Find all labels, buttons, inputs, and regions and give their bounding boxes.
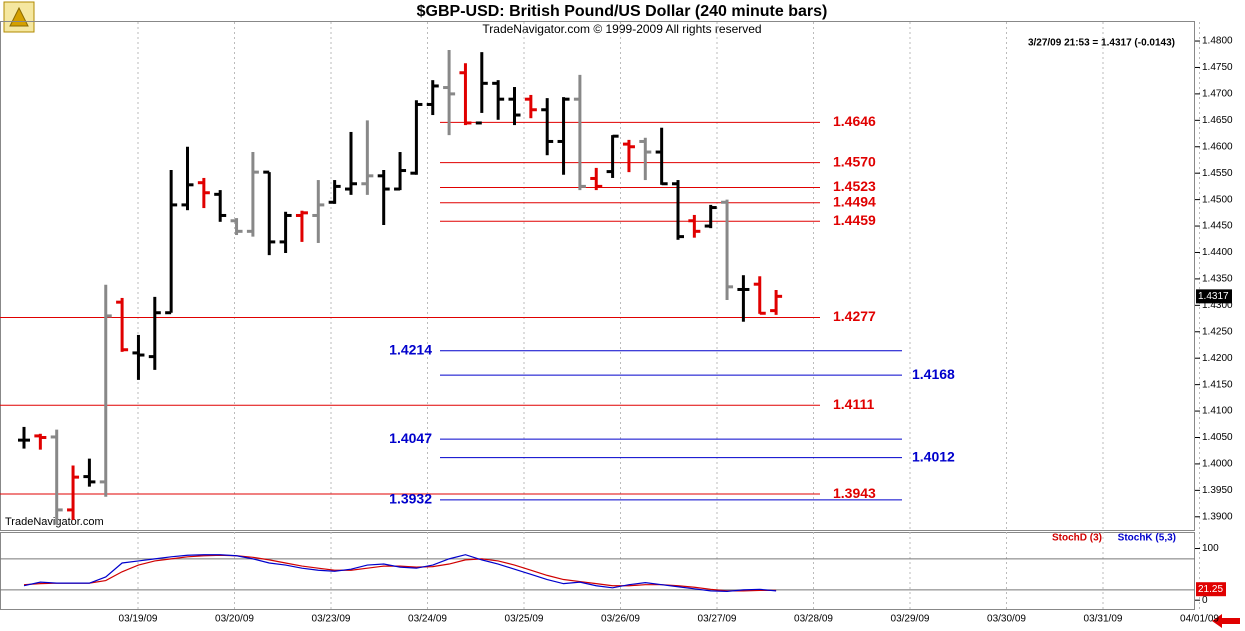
x-tick-label: 03/23/09 <box>312 614 351 625</box>
last-price-box <box>1196 289 1232 304</box>
red-level-label: 1.4646 <box>833 113 876 129</box>
y-tick-label: 1.4750 <box>1202 62 1233 73</box>
legend-entry: StochD (3) <box>1052 533 1102 544</box>
stoch-tick-label: 0 <box>1202 595 1208 606</box>
watermark: TradeNavigator.com <box>5 516 104 528</box>
y-tick-label: 1.4250 <box>1202 326 1233 337</box>
scroll-arrow[interactable] <box>1212 614 1240 628</box>
x-tick-label: 03/30/09 <box>987 614 1026 625</box>
y-tick-label: 1.4300 <box>1202 300 1233 311</box>
red-level-label: 1.4523 <box>833 178 876 194</box>
x-tick-label: 03/29/09 <box>891 614 930 625</box>
y-tick-label: 1.4800 <box>1202 36 1233 47</box>
stoch-panel <box>0 532 1195 610</box>
y-tick-label: 1.4200 <box>1202 353 1233 364</box>
y-tick-label: 1.3900 <box>1202 511 1233 522</box>
stoch-tick-label: 100 <box>1202 543 1219 554</box>
y-tick-label: 1.4700 <box>1202 89 1233 100</box>
y-tick-label: 1.4050 <box>1202 432 1233 443</box>
y-tick-label: 1.4650 <box>1202 115 1233 126</box>
price-panel <box>0 21 1195 531</box>
blue-level-label: 1.4168 <box>912 366 955 382</box>
y-tick-label: 1.4150 <box>1202 379 1233 390</box>
y-tick-label: 1.4100 <box>1202 406 1233 417</box>
stoch-line <box>23 554 777 593</box>
stoch-line <box>23 554 777 592</box>
x-tick-label: 04/01/09 <box>1180 614 1219 625</box>
y-tick-label: 1.4550 <box>1202 168 1233 179</box>
logo-icon <box>3 1 35 33</box>
x-tick-label: 03/27/09 <box>698 614 737 625</box>
red-level-label: 1.4277 <box>833 308 876 324</box>
x-tick-label: 03/31/09 <box>1084 614 1123 625</box>
quote-label: 3/27/09 21:53 = 1.4317 (-0.0143) <box>1028 38 1175 49</box>
blue-level-label: 1.4012 <box>912 448 955 464</box>
red-level-label: 1.4494 <box>833 193 876 209</box>
x-tick-label: 03/26/09 <box>601 614 640 625</box>
legend-entry: StochK (5,3) <box>1118 533 1176 544</box>
last-price-label: 1.4317 <box>1198 291 1229 302</box>
x-tick-label: 03/24/09 <box>408 614 447 625</box>
x-tick-label: 03/25/09 <box>505 614 544 625</box>
chart-title: $GBP-USD: British Pound/US Dollar (240 m… <box>417 3 828 20</box>
red-level-label: 1.4459 <box>833 212 876 228</box>
y-tick-label: 1.4500 <box>1202 194 1233 205</box>
stoch-last-box <box>1196 582 1226 597</box>
y-tick-label: 1.4450 <box>1202 221 1233 232</box>
blue-level-label: 1.4047 <box>389 430 432 446</box>
y-tick-label: 1.3950 <box>1202 485 1233 496</box>
chart-subtitle: TradeNavigator.com © 1999-2009 All right… <box>482 22 761 36</box>
x-tick-label: 03/28/09 <box>794 614 833 625</box>
blue-level-label: 1.3932 <box>389 491 432 507</box>
y-tick-label: 1.4000 <box>1202 459 1233 470</box>
x-tick-label: 03/20/09 <box>215 614 254 625</box>
red-level-label: 1.3943 <box>833 485 876 501</box>
red-level-label: 1.4570 <box>833 153 876 169</box>
y-tick-label: 1.4350 <box>1202 274 1233 285</box>
y-tick-label: 1.4600 <box>1202 141 1233 152</box>
red-level-label: 1.4111 <box>833 396 874 412</box>
y-tick-label: 1.4400 <box>1202 247 1233 258</box>
blue-level-label: 1.4214 <box>389 342 432 358</box>
x-tick-label: 03/19/09 <box>119 614 158 625</box>
stoch-last-label: 21.25 <box>1198 584 1223 595</box>
